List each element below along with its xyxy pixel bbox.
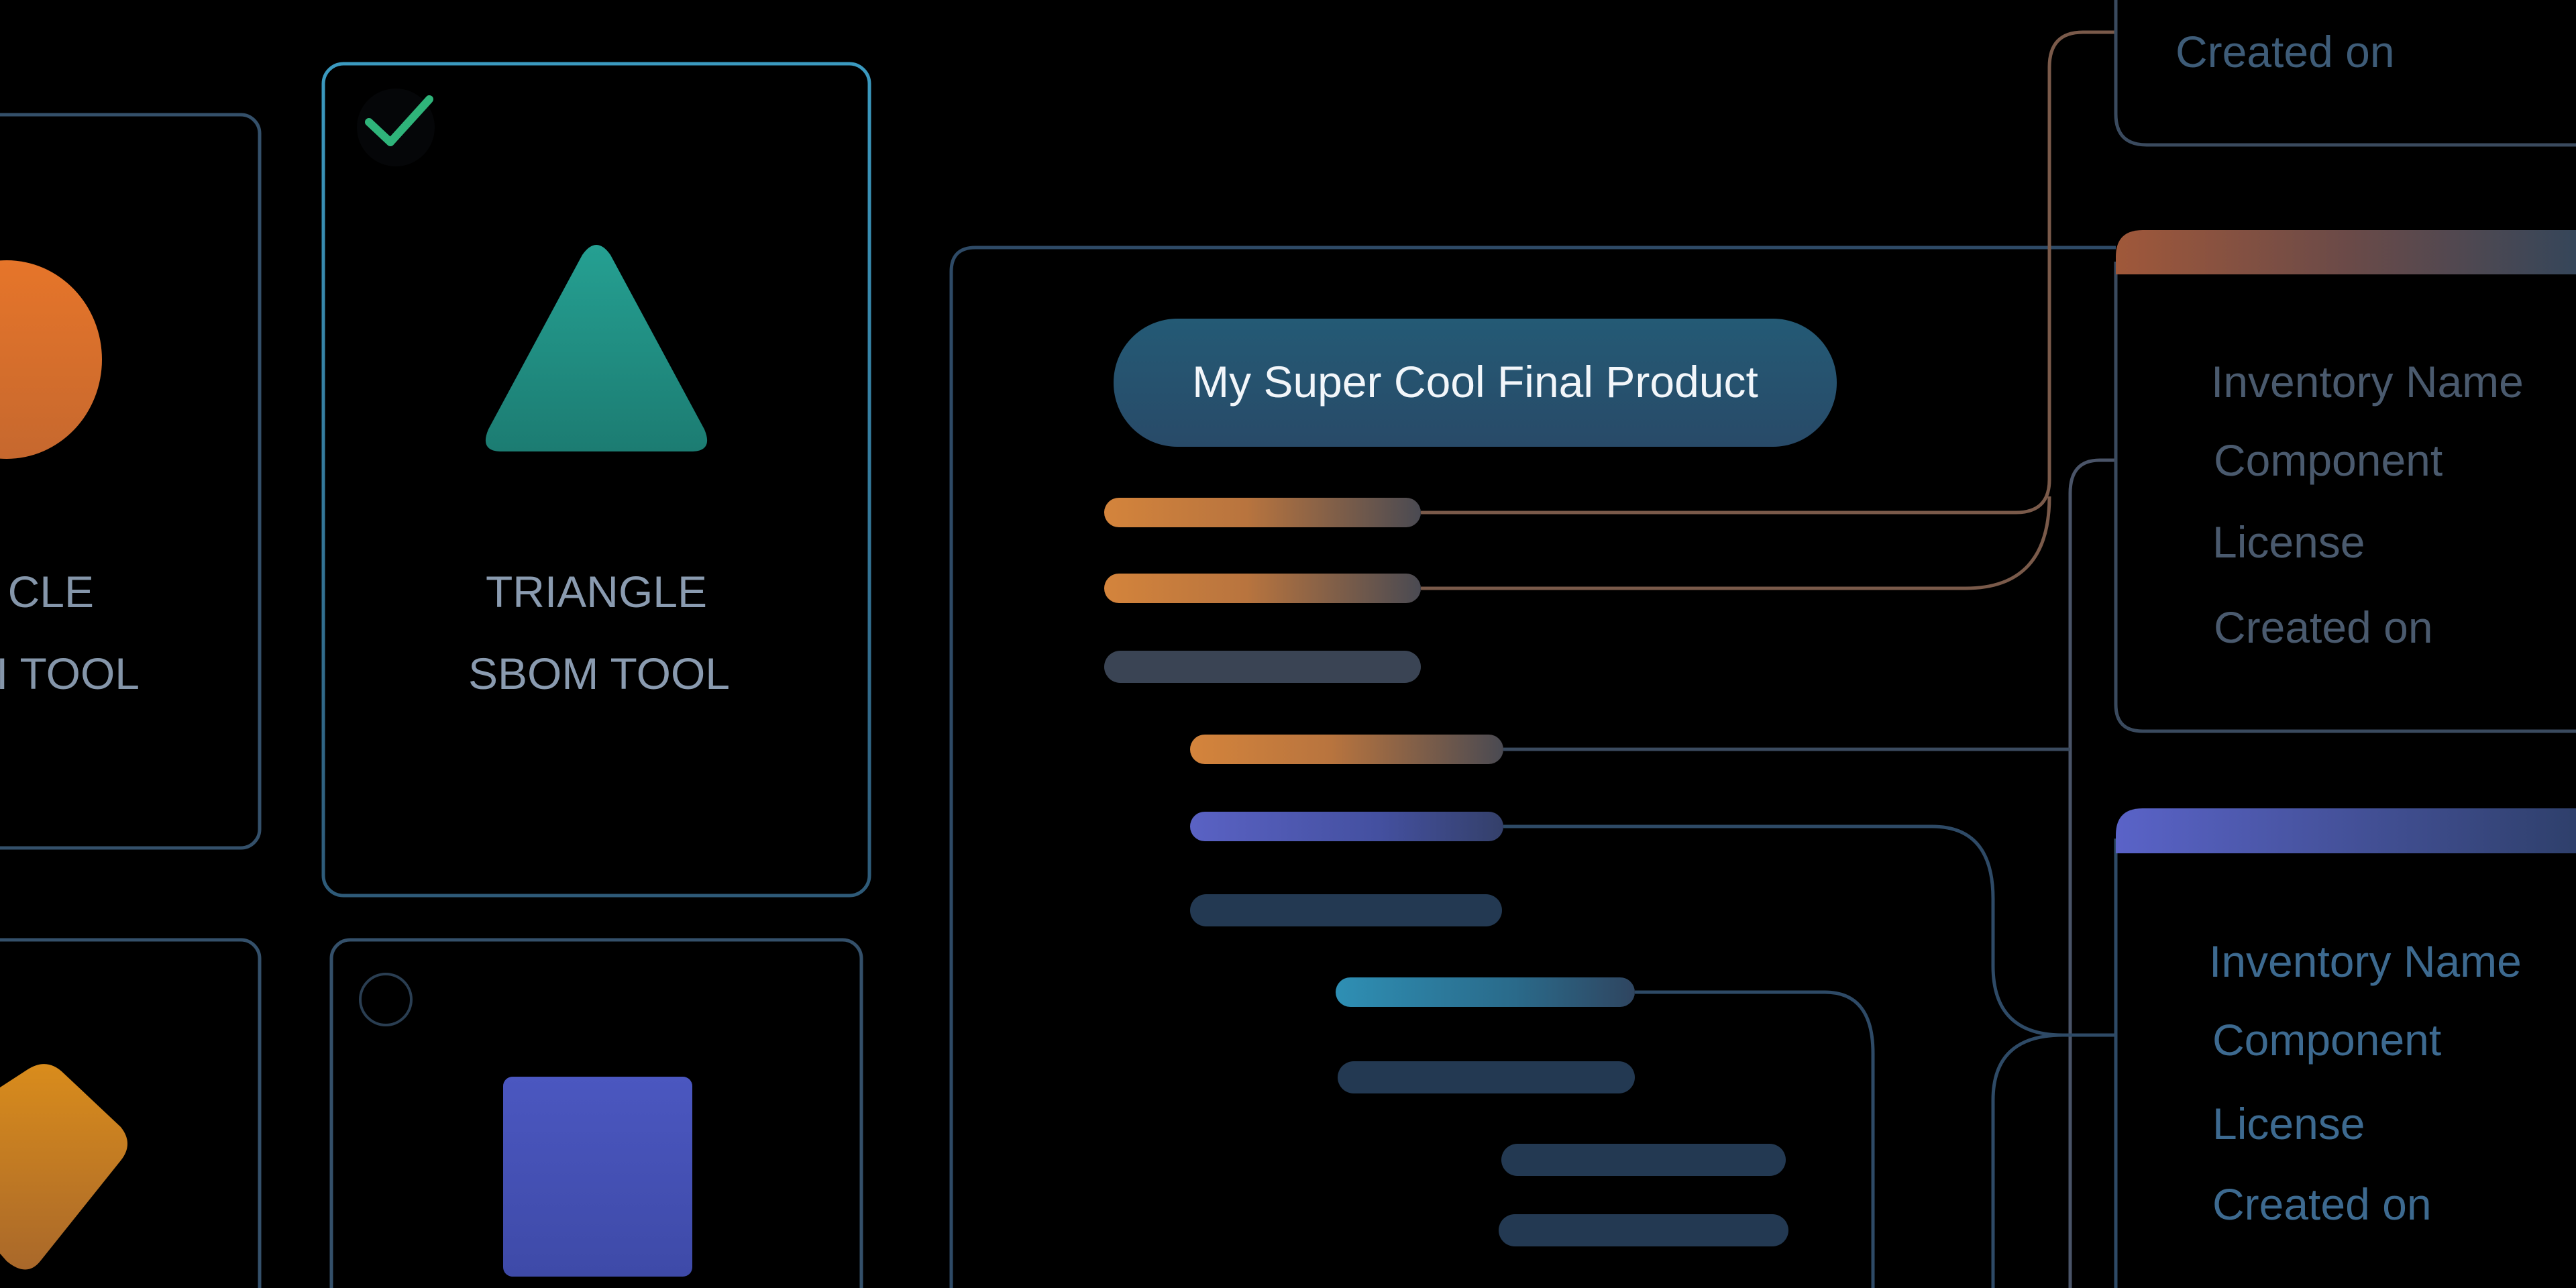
inventory-card[interactable]: Inventory Name Component License Created… — [2114, 808, 2576, 1288]
tool-card-circle[interactable]: CLE I TOOL — [0, 113, 262, 850]
connector-line — [1635, 990, 1875, 1288]
tool-card-label-line1: CLE — [8, 567, 94, 616]
connectors — [1421, 30, 2116, 1288]
connector-line — [1503, 824, 2116, 1037]
inventory-field: Inventory Name — [2209, 936, 2522, 986]
inventory-field: Inventory Name — [2211, 357, 2524, 407]
tool-card-diamond[interactable] — [0, 938, 262, 1288]
component-bar[interactable] — [1190, 894, 1502, 926]
tool-card-label-line2: SBOM TOOL — [468, 649, 730, 698]
connector-line — [1421, 30, 2116, 515]
connector-line — [1421, 496, 2051, 590]
tool-card-label-line2: I TOOL — [0, 649, 140, 698]
component-bar[interactable] — [1501, 1144, 1786, 1176]
inventory-field: License — [2212, 1099, 2365, 1148]
inventory-field: Component — [2212, 1015, 2441, 1065]
unchecked-radio-icon[interactable] — [359, 973, 413, 1026]
component-tree — [1104, 498, 1788, 1246]
triangle-shape-icon — [485, 245, 708, 451]
tool-card-triangle[interactable]: TRIANGLE SBOM TOOL — [321, 62, 871, 898]
inventory-card[interactable]: Inventory Name Component License Created… — [2114, 230, 2576, 733]
component-bar[interactable] — [1104, 498, 1421, 527]
inventory-card-header — [2116, 230, 2576, 274]
component-bar[interactable] — [1336, 977, 1635, 1007]
connector-line — [2068, 458, 2116, 1288]
square-shape-icon — [503, 1077, 692, 1277]
inventory-field: Created on — [2212, 1179, 2432, 1229]
inventory-field: License — [2212, 517, 2365, 567]
inventory-card[interactable]: Created on — [2114, 0, 2576, 147]
inventory-card-header — [2116, 808, 2576, 853]
component-bar[interactable] — [1190, 735, 1503, 764]
component-bar[interactable] — [1104, 651, 1421, 683]
connector-line — [1991, 1033, 2063, 1288]
circle-shape-icon — [0, 260, 102, 459]
diamond-shape-icon — [0, 1064, 127, 1270]
component-bar[interactable] — [1104, 574, 1421, 603]
product-title-pill[interactable]: My Super Cool Final Product — [1114, 319, 1837, 447]
tool-card-label-line1: TRIANGLE — [486, 567, 707, 616]
inventory-field: Created on — [2176, 27, 2395, 76]
check-icon[interactable] — [357, 89, 435, 166]
product-panel — [949, 246, 2116, 1288]
inventory-field: Created on — [2214, 602, 2433, 652]
component-bar[interactable] — [1338, 1061, 1635, 1093]
inventory-field: Component — [2214, 435, 2443, 485]
component-bar[interactable] — [1190, 812, 1503, 841]
component-bar[interactable] — [1499, 1214, 1788, 1246]
product-title: My Super Cool Final Product — [1192, 357, 1758, 407]
tool-card-square[interactable] — [329, 938, 863, 1288]
